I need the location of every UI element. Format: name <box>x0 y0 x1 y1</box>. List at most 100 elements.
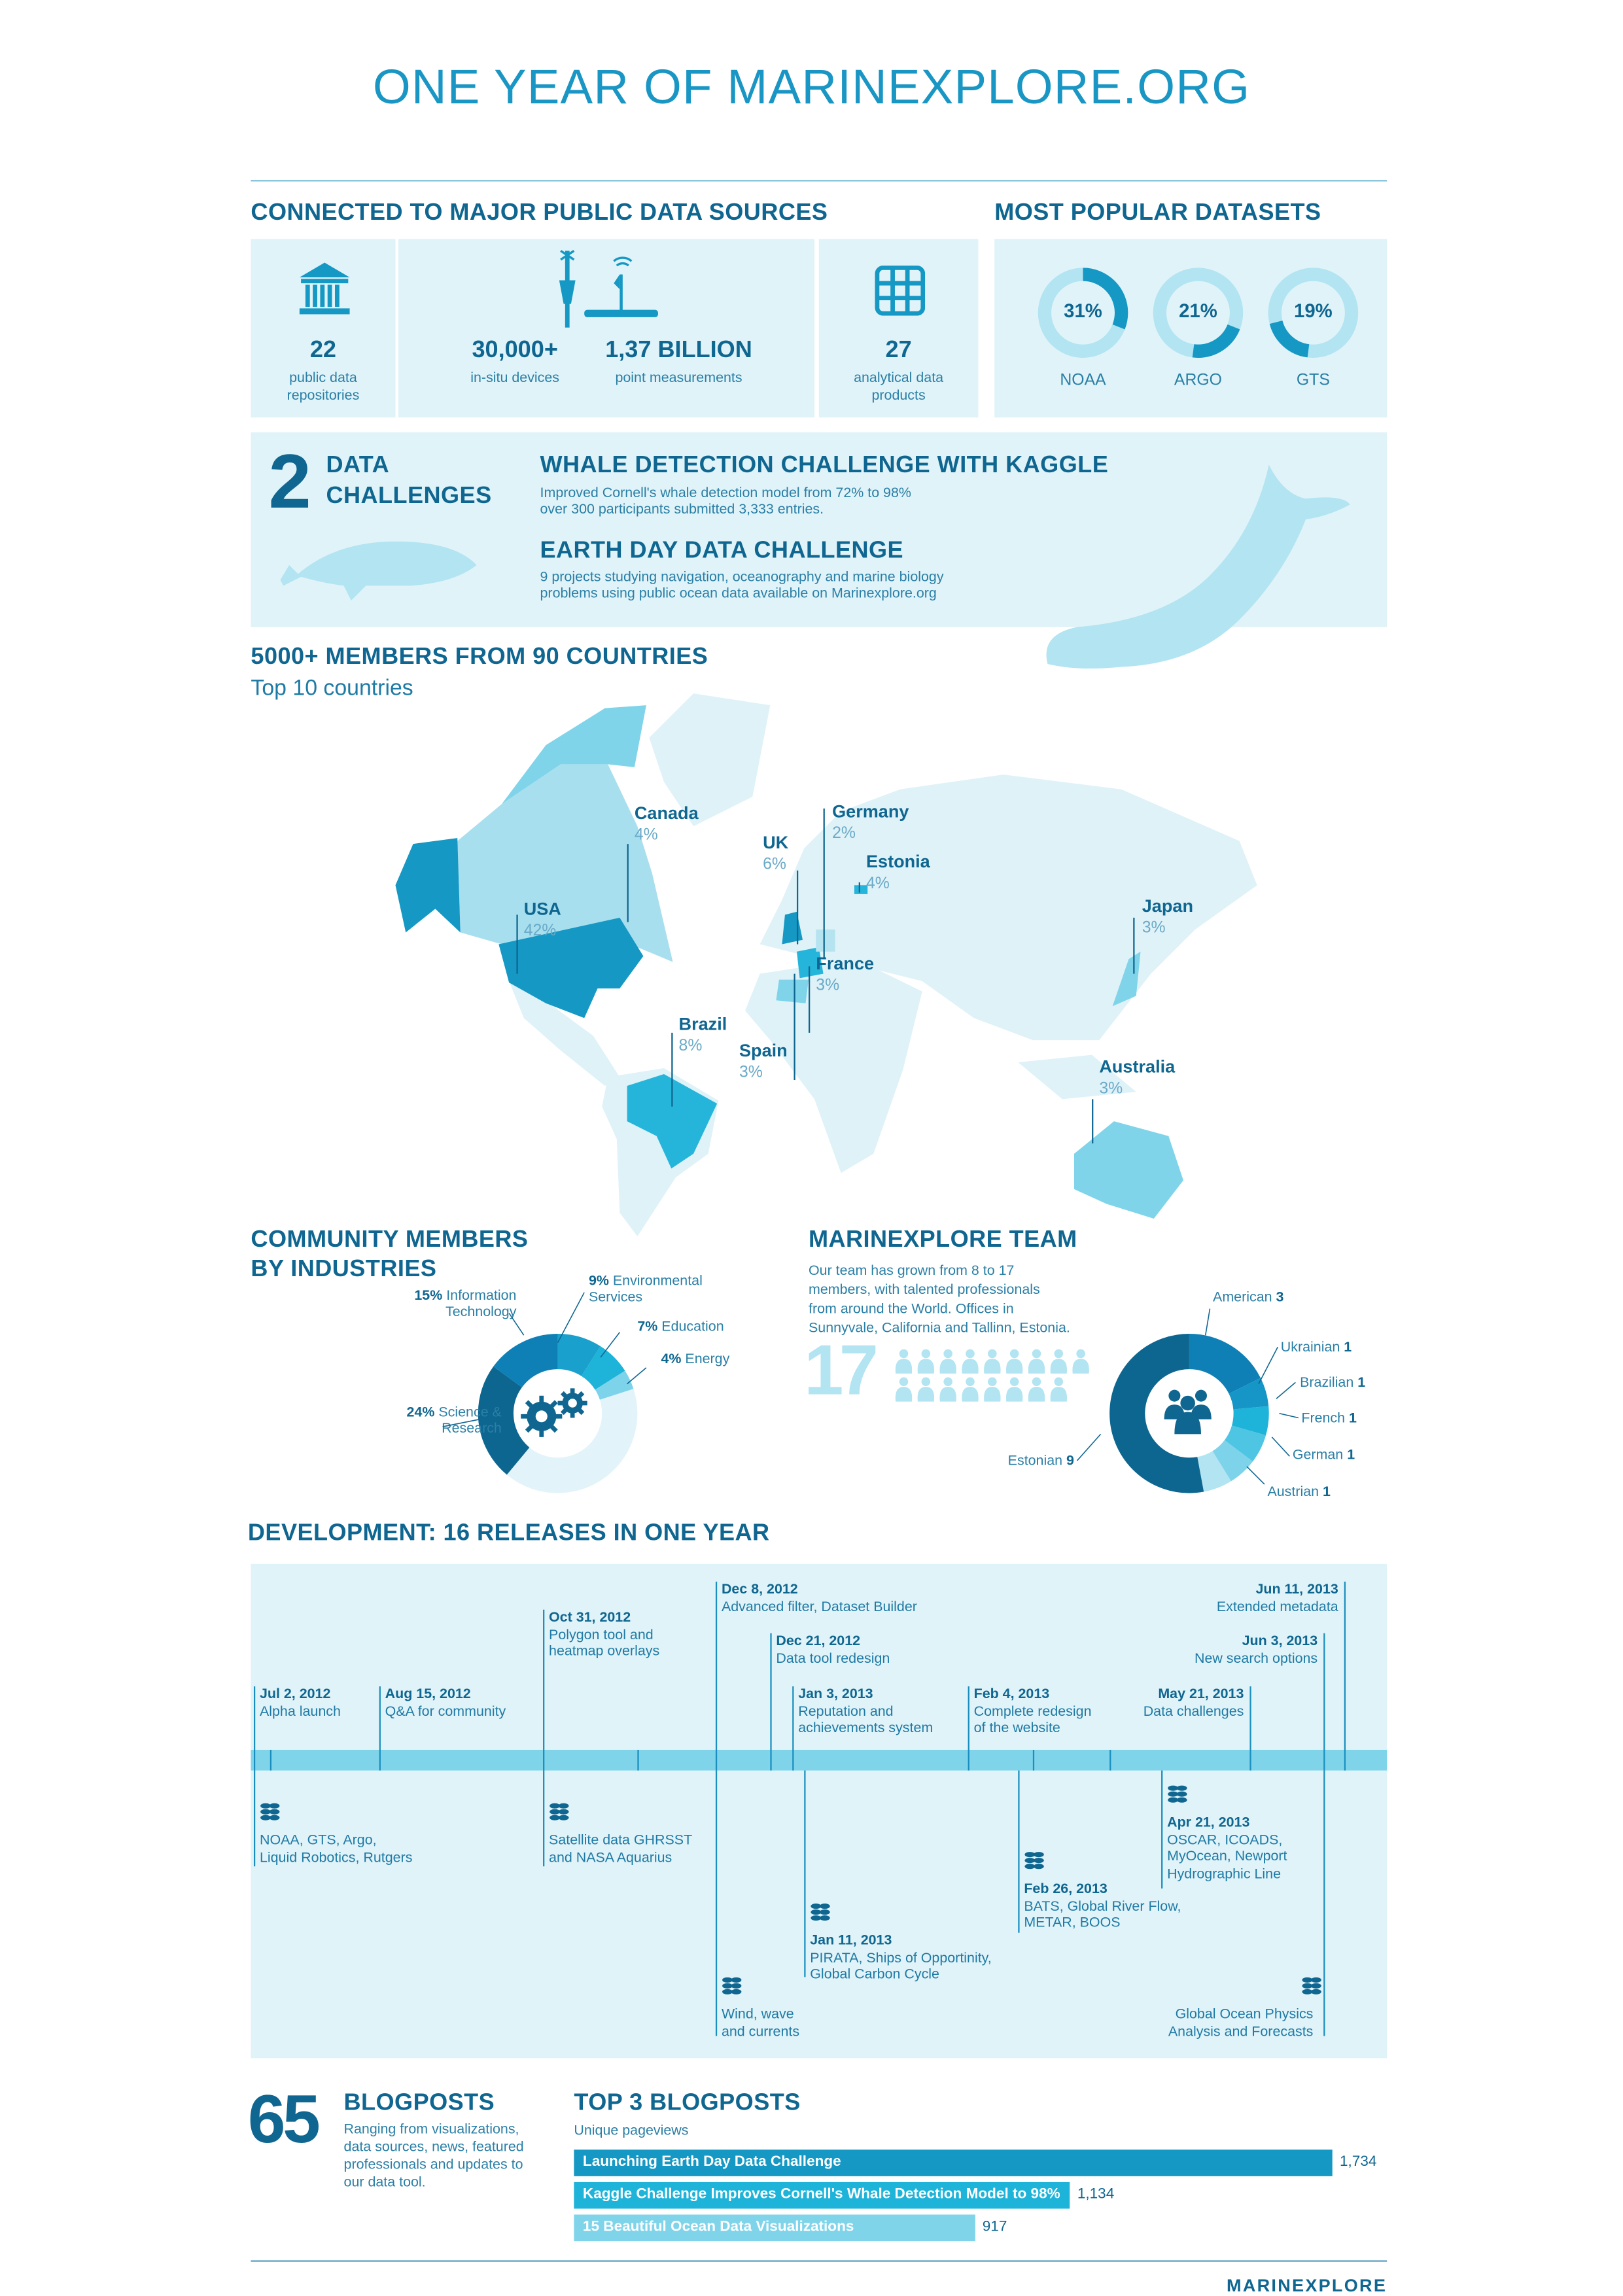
person-icon <box>939 1349 956 1374</box>
release-tick <box>1109 1750 1111 1771</box>
country-percent: 6% <box>763 856 786 874</box>
person-icon <box>895 1377 913 1402</box>
dataset-line <box>253 1770 256 1867</box>
nationality-count: 1 <box>1344 1339 1352 1356</box>
gears-icon <box>521 1388 587 1437</box>
database-icon <box>260 1803 280 1820</box>
person-icon <box>895 1349 913 1374</box>
dataset-desc: METAR, BOOS <box>1024 1915 1121 1932</box>
person-icon <box>1028 1349 1045 1374</box>
challenge-desc: problems using public ocean data availab… <box>540 585 937 602</box>
dataset-donut <box>1038 268 1128 358</box>
release-line <box>792 1686 794 1771</box>
top-blogposts-subtitle: Unique pageviews <box>574 2123 689 2140</box>
person-icon <box>939 1377 956 1402</box>
marinexplore-logo: MARINEXPLORE <box>1227 2274 1387 2296</box>
leader-line <box>1246 1466 1265 1485</box>
country-name: Japan <box>1142 896 1193 916</box>
release-item: Jan 3, 2013 Reputation and achievements sy… <box>798 1686 933 1737</box>
dataset-date: Apr 21, 2013 <box>1167 1815 1250 1832</box>
release-line <box>379 1686 381 1771</box>
bank-icon <box>299 262 350 315</box>
person-icon <box>962 1349 979 1374</box>
page-title: ONE YEAR OF MARINEXPLORE.ORG <box>372 59 1251 114</box>
dataset-item: NOAA, GTS, Argo, Liquid Robotics, Rutgers <box>260 1832 412 1866</box>
leader-line <box>1276 1382 1296 1399</box>
dataset-percent: 21% <box>1179 299 1217 322</box>
team-label: German 1 <box>1293 1448 1355 1464</box>
country-name: Canada <box>634 802 699 824</box>
team-leaders <box>1076 1308 1299 1485</box>
dataset-line <box>804 1770 806 1977</box>
blog-desc-line: data sources, news, featured <box>343 2139 524 2156</box>
person-icon <box>917 1377 935 1402</box>
team-heading: MARINEXPLORE TEAM <box>809 1227 1077 1253</box>
challenge-count: 2 <box>268 440 311 525</box>
source-card-devices: 30,000+ in-situ devices 1,37 BILLION poi… <box>398 239 815 418</box>
country-percent: 8% <box>678 1037 703 1055</box>
industries-heading: COMMUNITY MEMBERS <box>251 1227 529 1253</box>
release-item: Aug 15, 2012 Q&A for community <box>385 1686 506 1720</box>
leader-line <box>600 1332 620 1358</box>
footer-divider <box>251 2260 1387 2262</box>
map-usa <box>498 917 644 1018</box>
release-desc: Advanced filter, Dataset Builder <box>721 1598 917 1615</box>
dataset-date: Feb 26, 2013 <box>1024 1881 1108 1898</box>
team-label: American 3 <box>1213 1289 1283 1306</box>
industry-segment <box>478 1333 638 1493</box>
release-item: Feb 4, 2013 Complete redesign of the websi… <box>974 1686 1092 1737</box>
source-label: public data <box>289 370 357 387</box>
nationality-count: 1 <box>1349 1410 1357 1427</box>
source-value: 1,37 BILLION <box>605 338 752 363</box>
members-heading: 5000+ MEMBERS FROM 90 COUNTRIES <box>251 644 708 670</box>
release-desc: Complete redesign <box>973 1703 1092 1720</box>
country-name: Spain <box>739 1040 788 1061</box>
source-value: 30,000+ <box>472 338 558 363</box>
dataset-desc: BATS, Global River Flow, <box>1024 1898 1181 1915</box>
blog-desc-line: Ranging from visualizations, <box>343 2121 519 2138</box>
challenge-desc: over 300 participants submitted 3,333 en… <box>540 501 824 518</box>
blogpost-title: Kaggle Challenge Improves Cornell's Whal… <box>582 2186 1060 2203</box>
team-segment <box>1109 1333 1269 1493</box>
release-item: May 21, 2013 Data challenges <box>949 1686 1244 1720</box>
dataset-desc: and currents <box>721 2023 800 2040</box>
database-icon <box>550 1803 569 1820</box>
blog-desc-line: professionals and updates to <box>343 2157 523 2174</box>
nationality: Austrian <box>1267 1484 1319 1501</box>
person-icon <box>1005 1349 1023 1374</box>
source-value: 27 <box>885 338 912 363</box>
nationality-count: 1 <box>1357 1375 1366 1391</box>
release-item: Jul 2, 2012 Alpha launch <box>260 1686 341 1720</box>
release-desc: Alpha launch <box>259 1703 341 1720</box>
blog-heading: BLOGPOSTS <box>343 2091 495 2116</box>
release-line <box>543 1609 545 1771</box>
dataset-item: Satellite data GHRSST and NASA Aquarius <box>549 1832 692 1866</box>
team-desc-line: Sunnyvale, California and Tallinn, Eston… <box>809 1320 1070 1337</box>
dataset-desc: Hydrographic Line <box>1167 1866 1282 1882</box>
release-desc: Extended metadata <box>1216 1598 1338 1615</box>
leader-line <box>1279 1412 1299 1419</box>
industry-percent: 24% <box>406 1404 435 1421</box>
industry-label: 15% Information Technology <box>354 1289 516 1320</box>
industry-segment <box>478 1333 638 1493</box>
challenge-desc: Improved Cornell's whale detection model… <box>540 485 911 502</box>
database-icon <box>722 1977 742 1994</box>
release-date: Jul 2, 2012 <box>259 1686 331 1703</box>
dataset-line <box>1323 1770 1325 2036</box>
industry-name: Environmental <box>612 1273 703 1290</box>
source-card-products: 27 analytical data products <box>818 239 979 418</box>
dataset-donut <box>1268 268 1359 358</box>
industry-segment <box>478 1333 638 1493</box>
industries-donut <box>478 1333 638 1493</box>
team-description: Our team has grown from 8 to 17 members,… <box>809 1261 1070 1338</box>
dataset-desc: OSCAR, ICOADS, <box>1167 1832 1283 1849</box>
source-label: products <box>871 388 926 405</box>
release-desc: of the website <box>973 1720 1060 1737</box>
leader-line <box>1258 1346 1278 1385</box>
dataset-desc: Analysis and Forecasts <box>1168 2023 1314 2040</box>
country-label: UK 6% <box>763 832 788 875</box>
release-line <box>968 1686 969 1771</box>
team-label: French 1 <box>1301 1410 1357 1427</box>
timeline-bar <box>251 1750 1387 1771</box>
